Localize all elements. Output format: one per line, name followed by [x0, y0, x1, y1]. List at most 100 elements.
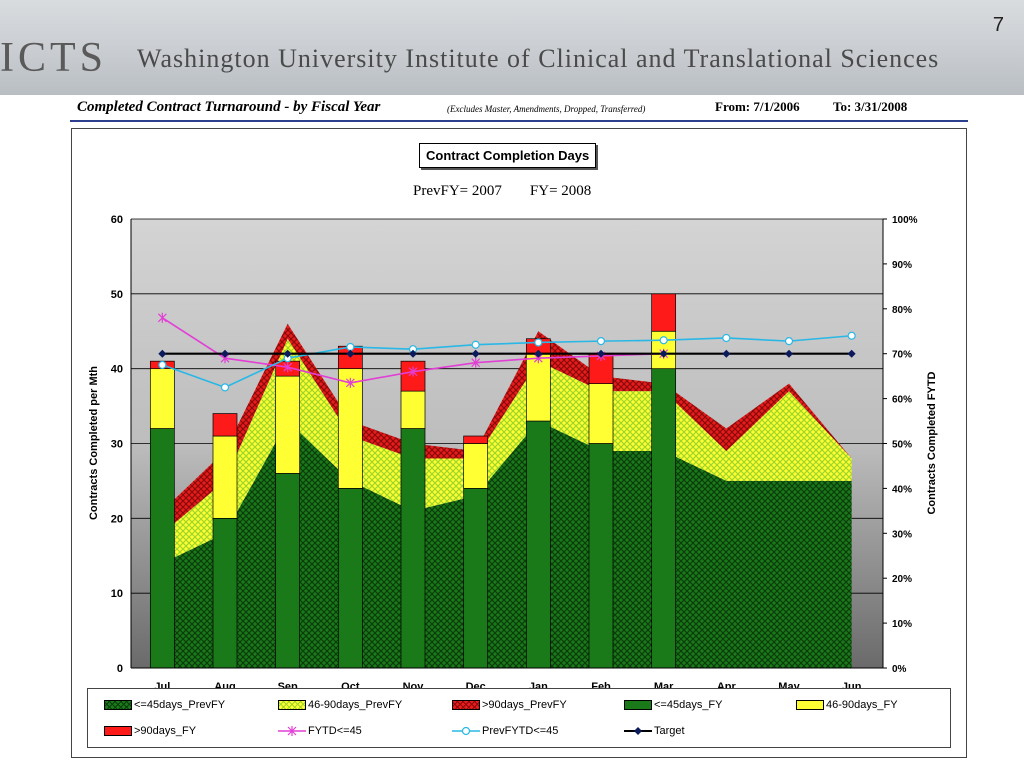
legend-item-prevfytd: PrevFYTD<=45: [452, 725, 558, 737]
y2-tick-label: 90%: [892, 260, 912, 271]
area-gt90-prevfy: [162, 323, 852, 534]
fytd-marker: [345, 377, 355, 388]
slide-number: 7: [992, 14, 1004, 36]
legend-diamond-line-icon: [624, 727, 652, 735]
y2-tick-label: 10%: [892, 619, 912, 630]
y2-tick-label: 80%: [892, 305, 912, 316]
bar-le45-fy: [588, 443, 614, 669]
fytd-marker: [157, 312, 167, 323]
report-note: (Excludes Master, Amendments, Dropped, T…: [447, 104, 646, 114]
target-marker: [221, 349, 229, 358]
bar-le45-fy: [149, 428, 175, 669]
bar-le45-fy: [275, 473, 301, 669]
prevfytd-marker: [471, 340, 480, 349]
icts-logo: ICTS: [0, 35, 108, 81]
chart-subtitle: PrevFY= 2007 FY= 2008: [413, 183, 619, 200]
prevfytd-marker: [596, 337, 606, 346]
y2-axis-label: Contracts Completed FYTD: [926, 371, 938, 514]
bar-gt90-fy: [651, 293, 677, 332]
legend-item-target: Target: [624, 725, 685, 737]
bar-4690-fy: [275, 375, 301, 474]
prevfytd-marker: [847, 331, 856, 340]
bar-le45-fy: [651, 368, 677, 669]
legend-label: PrevFYTD<=45: [482, 725, 559, 737]
chart-title: Contract Completion Days: [419, 143, 597, 168]
legend-label: 46-90days_FY: [826, 699, 898, 711]
legend-swatch-icon: [452, 700, 480, 710]
target-marker: [534, 349, 543, 358]
legend-swatch-icon: [104, 726, 132, 736]
legend-swatch-icon: [624, 700, 652, 710]
y2-tick-label: 0%: [892, 664, 907, 675]
y-tick-label: 30: [111, 439, 123, 451]
target-marker: [346, 349, 355, 358]
legend-swatch-icon: [104, 700, 132, 710]
legend-item-gt90-fy: >90days_FY: [104, 725, 196, 737]
bar-gt90-fy: [212, 413, 238, 437]
area-4690-prevfy: [162, 338, 852, 564]
legend-swatch-icon: [796, 700, 824, 710]
target-marker: [471, 349, 480, 358]
bar-gt90-fy: [463, 435, 489, 444]
y-tick-label: 50: [111, 289, 123, 301]
fytd-marker: [283, 362, 293, 373]
legend-label: <=45days_FY: [654, 699, 723, 711]
y2-tick-label: 20%: [892, 574, 912, 585]
target-marker: [722, 349, 731, 358]
prevfytd-marker: [346, 342, 355, 352]
legend-star-line-icon: [278, 726, 306, 736]
legend-item-le45-prevfy: <=45days_PrevFY: [104, 699, 225, 711]
bar-4690-fy: [212, 435, 238, 519]
y2-tick-label: 100%: [892, 215, 918, 226]
bar-le45-fy: [400, 428, 426, 669]
bar-le45-fy: [337, 488, 363, 669]
bar-4690-fy: [525, 353, 551, 422]
title-rule: [70, 120, 968, 122]
target-marker: [659, 349, 668, 358]
bar-4690-fy: [337, 368, 363, 489]
subtitle-curr-fy: FY= 2008: [529, 183, 592, 199]
prevfytd-marker: [158, 360, 167, 370]
y-tick-label: 0: [117, 663, 123, 675]
bar-4690-fy: [588, 383, 614, 444]
target-marker: [158, 349, 167, 358]
legend-item-fytd: FYTD<=45: [278, 725, 362, 737]
legend-label: >90days_PrevFY: [482, 699, 567, 711]
legend-label: 46-90days_PrevFY: [308, 699, 403, 711]
legend-label: Target: [654, 725, 685, 737]
prevfytd-line: [162, 334, 852, 389]
prevfytd-marker: [722, 333, 731, 343]
y2-tick-label: 30%: [892, 529, 912, 540]
legend-item-4690-fy: 46-90days_FY: [796, 699, 898, 711]
bar-4690-fy: [463, 443, 489, 489]
target-marker: [283, 349, 292, 358]
header-band: [0, 0, 1024, 95]
target-marker: [847, 349, 856, 358]
y2-tick-label: 40%: [892, 484, 912, 495]
legend-label: >90days_FY: [134, 725, 197, 737]
y2-tick-label: 50%: [892, 440, 912, 451]
y2-tick-label: 60%: [892, 395, 912, 406]
fytd-marker: [408, 366, 418, 377]
y-tick-label: 20: [111, 513, 123, 525]
legend-label: FYTD<=45: [308, 725, 362, 737]
subtitle-prev-fy: PrevFY= 2007: [413, 183, 502, 199]
legend-circle-line-icon: [452, 726, 480, 736]
report-to-date: To: 3/31/2008: [833, 99, 908, 114]
prevfytd-marker: [534, 338, 543, 347]
bar-4690-fy: [149, 368, 175, 429]
y2-tick-label: 70%: [892, 350, 912, 361]
target-marker: [785, 349, 793, 358]
prevfytd-marker: [220, 383, 230, 392]
institute-name: Washington University Institute of Clini…: [137, 44, 940, 73]
legend-item-4690-prevfy: 46-90days_PrevFY: [278, 699, 402, 711]
target-marker: [409, 349, 417, 358]
prevfytd-marker: [659, 336, 668, 345]
bar-4690-fy: [400, 390, 426, 429]
legend-item-le45-fy: <=45days_FY: [624, 699, 723, 711]
bar-le45-fy: [525, 420, 551, 669]
area-le45-prevfy: [162, 421, 852, 668]
report-title: Completed Contract Turnaround - by Fisca…: [77, 99, 381, 115]
target-marker: [597, 349, 605, 358]
